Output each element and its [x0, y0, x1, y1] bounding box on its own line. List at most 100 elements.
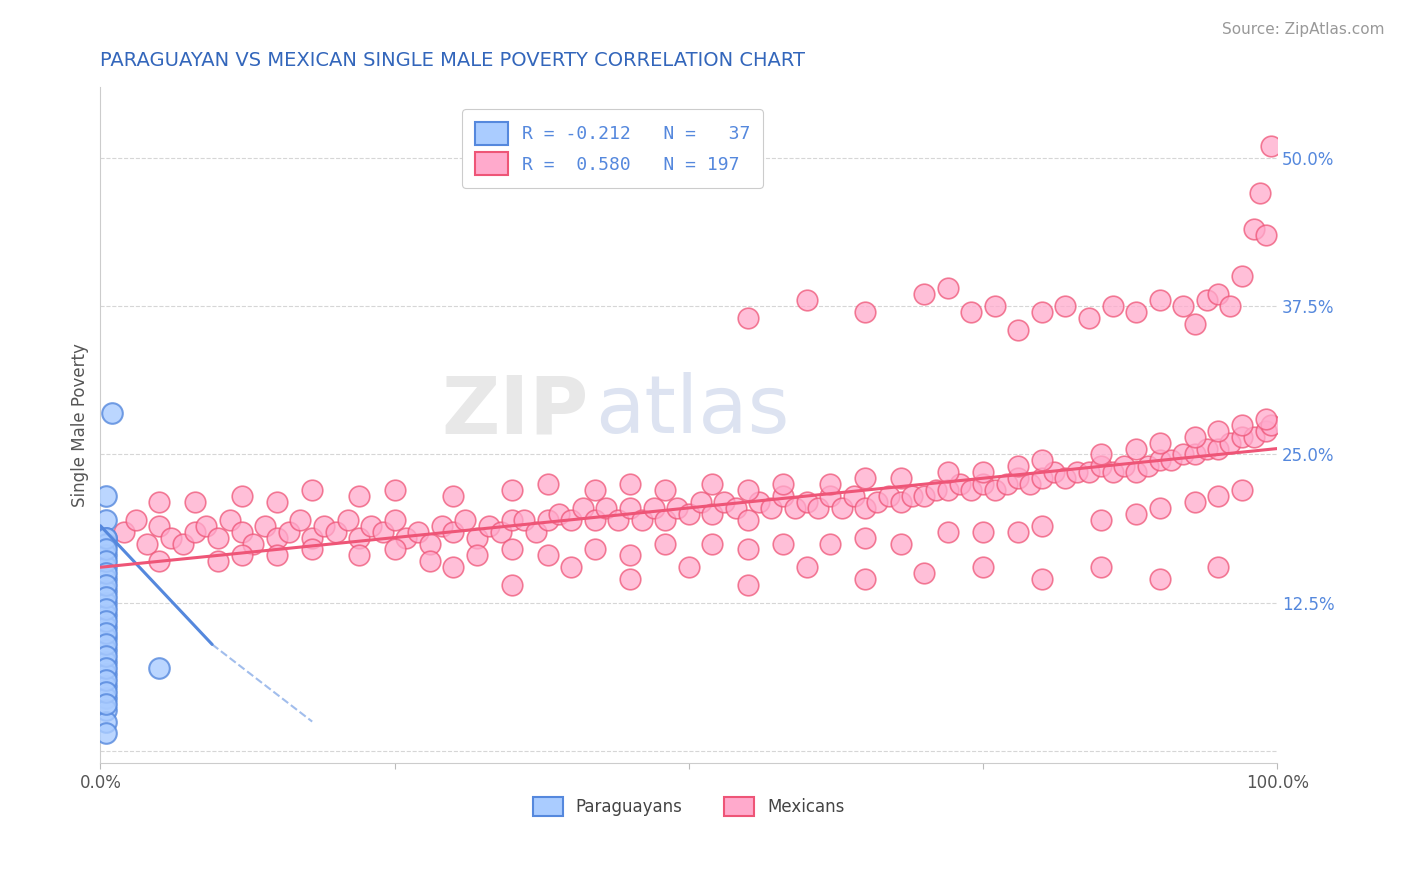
- Point: [96, 714, 118, 729]
- Point: [1031, 572, 1053, 586]
- Point: [478, 518, 501, 533]
- Point: [96, 602, 118, 616]
- Point: [441, 524, 464, 539]
- Point: [853, 471, 876, 485]
- Point: [349, 549, 371, 563]
- Point: [702, 507, 724, 521]
- Point: [96, 489, 118, 503]
- Point: [866, 495, 889, 509]
- Point: [96, 632, 118, 646]
- Point: [501, 542, 523, 557]
- Point: [654, 513, 676, 527]
- Point: [1260, 139, 1282, 153]
- Point: [984, 299, 1007, 313]
- Point: [301, 483, 323, 497]
- Point: [1254, 227, 1277, 242]
- Point: [807, 500, 830, 515]
- Point: [630, 513, 652, 527]
- Point: [912, 287, 935, 301]
- Point: [183, 524, 205, 539]
- Point: [1054, 471, 1077, 485]
- Point: [737, 578, 759, 592]
- Point: [96, 572, 118, 586]
- Point: [325, 524, 347, 539]
- Point: [1230, 417, 1253, 432]
- Point: [1066, 465, 1088, 479]
- Point: [1054, 299, 1077, 313]
- Point: [441, 489, 464, 503]
- Point: [1090, 459, 1112, 474]
- Point: [1031, 305, 1053, 319]
- Point: [583, 483, 606, 497]
- Text: Source: ZipAtlas.com: Source: ZipAtlas.com: [1222, 22, 1385, 37]
- Point: [1125, 305, 1147, 319]
- Point: [96, 607, 118, 622]
- Point: [619, 572, 641, 586]
- Point: [831, 500, 853, 515]
- Point: [218, 513, 240, 527]
- Point: [301, 542, 323, 557]
- Point: [1195, 442, 1218, 456]
- Point: [1230, 430, 1253, 444]
- Point: [1136, 459, 1159, 474]
- Point: [430, 518, 453, 533]
- Point: [1184, 317, 1206, 331]
- Point: [936, 465, 959, 479]
- Point: [96, 655, 118, 669]
- Point: [96, 566, 118, 581]
- Point: [96, 685, 118, 699]
- Point: [1249, 186, 1271, 201]
- Point: [1230, 483, 1253, 497]
- Point: [818, 489, 841, 503]
- Point: [1260, 417, 1282, 432]
- Point: [384, 513, 406, 527]
- Point: [290, 513, 312, 527]
- Point: [702, 536, 724, 550]
- Point: [1031, 518, 1053, 533]
- Point: [96, 625, 118, 640]
- Text: atlas: atlas: [595, 372, 789, 450]
- Point: [96, 531, 118, 545]
- Point: [96, 614, 118, 628]
- Point: [936, 281, 959, 295]
- Point: [654, 483, 676, 497]
- Point: [737, 513, 759, 527]
- Legend: Paraguayans, Mexicans: Paraguayans, Mexicans: [526, 790, 852, 822]
- Point: [96, 673, 118, 687]
- Point: [1149, 435, 1171, 450]
- Point: [936, 524, 959, 539]
- Point: [96, 590, 118, 604]
- Point: [1149, 500, 1171, 515]
- Point: [536, 513, 558, 527]
- Point: [501, 513, 523, 527]
- Point: [960, 483, 983, 497]
- Point: [96, 542, 118, 557]
- Point: [1101, 465, 1123, 479]
- Text: PARAGUAYAN VS MEXICAN SINGLE MALE POVERTY CORRELATION CHART: PARAGUAYAN VS MEXICAN SINGLE MALE POVERT…: [100, 51, 806, 70]
- Point: [853, 531, 876, 545]
- Point: [890, 536, 912, 550]
- Point: [1114, 459, 1136, 474]
- Point: [1007, 323, 1029, 337]
- Point: [560, 560, 582, 574]
- Point: [772, 477, 794, 491]
- Point: [972, 465, 994, 479]
- Point: [1007, 471, 1029, 485]
- Point: [890, 471, 912, 485]
- Point: [1208, 424, 1230, 438]
- Point: [702, 477, 724, 491]
- Point: [231, 549, 253, 563]
- Point: [1101, 299, 1123, 313]
- Point: [1090, 560, 1112, 574]
- Point: [183, 495, 205, 509]
- Point: [360, 518, 382, 533]
- Point: [465, 549, 488, 563]
- Point: [148, 661, 170, 675]
- Point: [853, 500, 876, 515]
- Point: [972, 477, 994, 491]
- Point: [536, 477, 558, 491]
- Point: [96, 667, 118, 681]
- Point: [1031, 471, 1053, 485]
- Point: [406, 524, 429, 539]
- Point: [1171, 448, 1194, 462]
